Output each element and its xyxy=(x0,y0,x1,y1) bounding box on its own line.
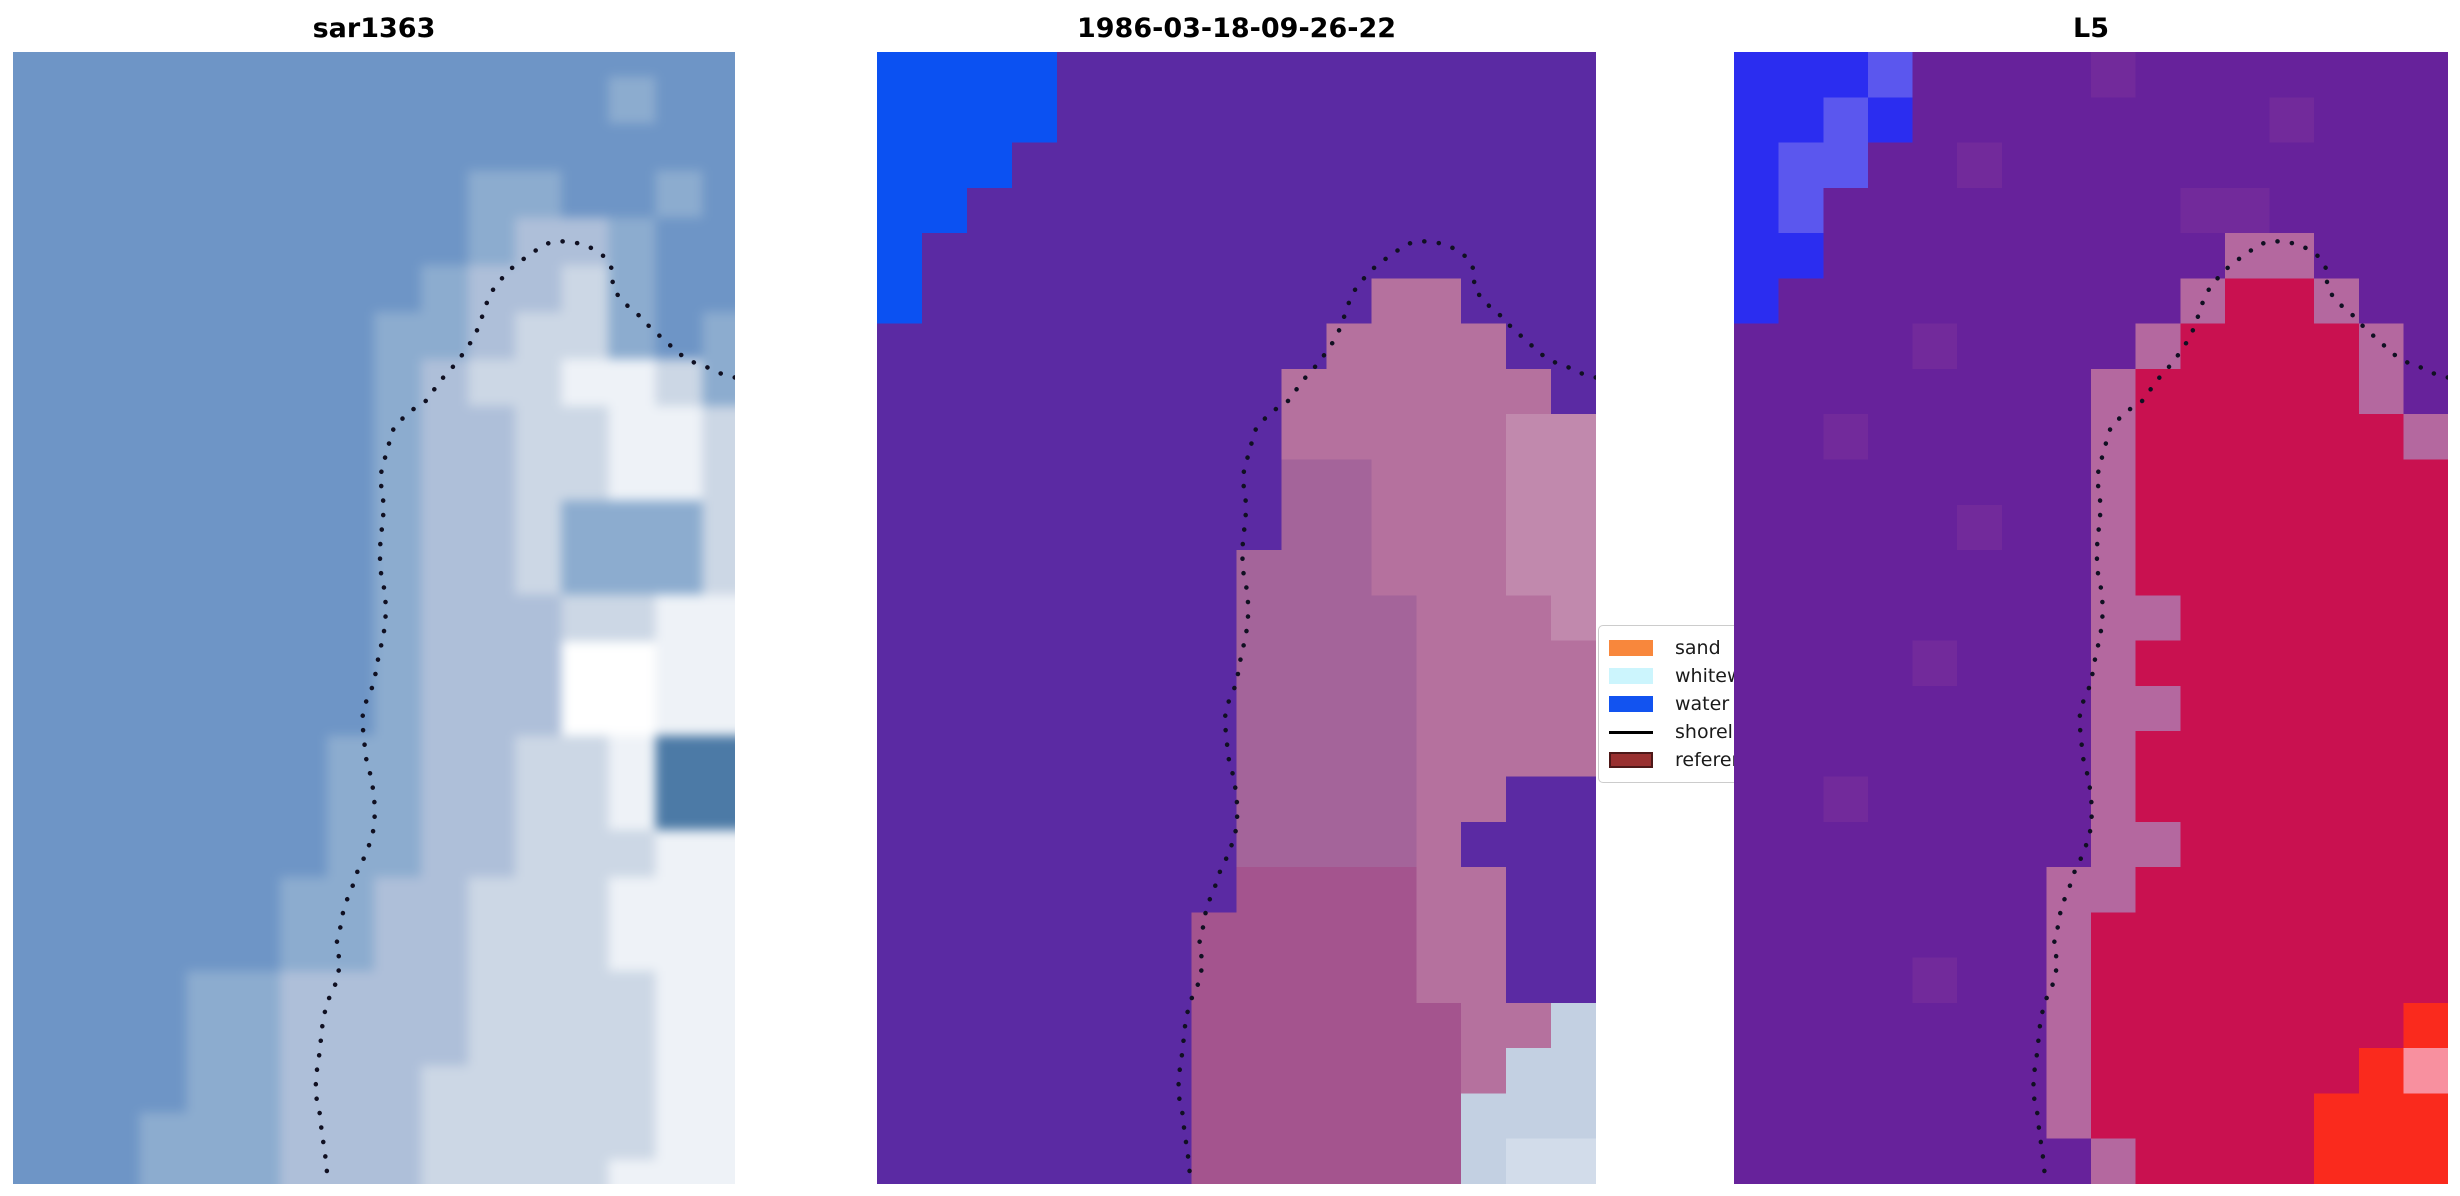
legend-label: sand xyxy=(1675,637,1721,659)
shoreline-overlay xyxy=(2031,238,2448,1174)
panel-image-classified xyxy=(877,52,1596,1184)
panel-title-date: 1986-03-18-09-26-22 xyxy=(1076,13,1397,44)
reference-swatch xyxy=(1609,752,1653,768)
legend-item-water: water xyxy=(1609,691,1819,717)
panel-canvas-0 xyxy=(13,52,735,1184)
shoreline-line-swatch xyxy=(1609,730,1653,734)
shoreline-overlay xyxy=(313,238,735,1174)
panel-canvas-2 xyxy=(1734,52,2448,1184)
panel-image-l5 xyxy=(1734,52,2448,1184)
panel-title-sar1363: sar1363 xyxy=(312,13,436,44)
panel-title-l5: L5 xyxy=(2073,13,2109,44)
water-swatch xyxy=(1609,696,1653,712)
whitewater-swatch xyxy=(1609,668,1653,684)
panel-image-sar1363 xyxy=(13,52,735,1184)
sand-swatch xyxy=(1609,640,1653,656)
panel-canvas-1 xyxy=(877,52,1596,1184)
shoreline-overlay xyxy=(1176,238,1596,1174)
legend-item-sand: sand xyxy=(1609,635,1819,661)
legend-label: water xyxy=(1675,693,1730,715)
